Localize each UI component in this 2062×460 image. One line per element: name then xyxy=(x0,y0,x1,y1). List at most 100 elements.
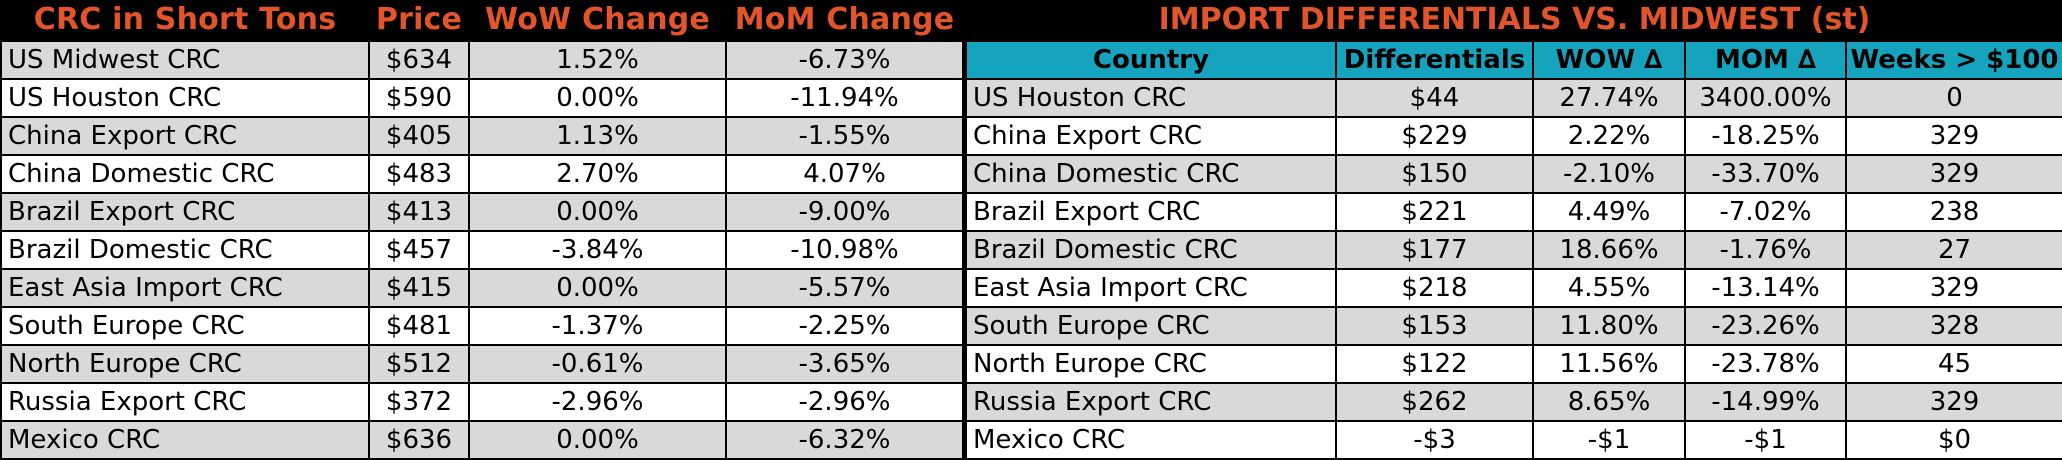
table-row: Brazil Export CRC $221 4.49% -7.02% 238 xyxy=(965,192,2062,232)
wow-delta-cell: 8.65% xyxy=(1532,382,1686,422)
wow-delta-cell: -$1 xyxy=(1532,420,1686,460)
weeks-over-100-cell: 27 xyxy=(1844,230,2062,270)
tables-container: CRC in Short Tons Price WoW Change MoM C… xyxy=(0,4,2062,460)
table-row: Brazil Export CRC $413 0.00% -9.00% xyxy=(0,192,964,232)
country-cell: Mexico CRC xyxy=(965,420,1337,460)
weeks-over-100-cell: 329 xyxy=(1844,382,2062,422)
differential-cell: $218 xyxy=(1335,268,1534,308)
wow-delta-cell: -2.10% xyxy=(1532,154,1686,194)
price-cell: $415 xyxy=(368,268,470,308)
table-row: South Europe CRC $481 -1.37% -2.25% xyxy=(0,306,964,346)
product-cell: US Houston CRC xyxy=(0,78,370,118)
table-row: Mexico CRC $636 0.00% -6.32% xyxy=(0,420,964,460)
differential-cell: $122 xyxy=(1335,344,1534,384)
weeks-over-100-cell: 328 xyxy=(1844,306,2062,346)
wow-delta-cell: 11.56% xyxy=(1532,344,1686,384)
country-cell: China Export CRC xyxy=(965,116,1337,156)
mom-delta-cell: -23.78% xyxy=(1684,344,1847,384)
differential-cell: $221 xyxy=(1335,192,1534,232)
country-cell: South Europe CRC xyxy=(965,306,1337,346)
wow-change-cell: 1.52% xyxy=(468,40,727,80)
country-cell: US Houston CRC xyxy=(965,78,1337,118)
wow-delta-cell: 4.55% xyxy=(1532,268,1686,308)
weeks-over-100-cell: 0 xyxy=(1844,78,2062,118)
price-cell: $590 xyxy=(368,78,470,118)
import-differentials-title: IMPORT DIFFERENTIALS VS. MIDWEST (st) xyxy=(966,0,2062,41)
differential-cell: $262 xyxy=(1335,382,1534,422)
wow-change-cell: 1.13% xyxy=(468,116,727,156)
country-cell: East Asia Import CRC xyxy=(965,268,1337,308)
import-differentials-title-row: IMPORT DIFFERENTIALS VS. MIDWEST (st) xyxy=(966,0,2062,41)
wow-change-cell: -3.84% xyxy=(468,230,727,270)
import-differentials-table: IMPORT DIFFERENTIALS VS. MIDWEST (st) Co… xyxy=(965,0,2062,460)
mom-delta-cell: -1.76% xyxy=(1684,230,1847,270)
weeks-over-100-cell: 238 xyxy=(1844,192,2062,232)
mom-change-cell: -1.55% xyxy=(725,116,964,156)
weeks-over-100-cell: 329 xyxy=(1844,116,2062,156)
mom-delta-cell: -23.26% xyxy=(1684,306,1847,346)
wow-change-cell: -0.61% xyxy=(468,344,727,384)
mom-change-cell: -5.57% xyxy=(725,268,964,308)
crc-price-table: CRC in Short Tons Price WoW Change MoM C… xyxy=(0,0,964,460)
weeks-over-100-cell: 45 xyxy=(1844,344,2062,384)
product-cell: East Asia Import CRC xyxy=(0,268,370,308)
wow-delta-cell: 18.66% xyxy=(1532,230,1686,270)
price-cell: $405 xyxy=(368,116,470,156)
header-differentials: Differentials xyxy=(1335,40,1534,80)
table-row: China Export CRC $229 2.22% -18.25% 329 xyxy=(965,116,2062,156)
product-cell: Brazil Domestic CRC xyxy=(0,230,370,270)
mom-change-cell: -3.65% xyxy=(725,344,964,384)
product-cell: North Europe CRC xyxy=(0,344,370,384)
mom-change-cell: -2.96% xyxy=(725,382,964,422)
table-row: US Houston CRC $590 0.00% -11.94% xyxy=(0,78,964,118)
differential-cell: -$3 xyxy=(1335,420,1534,460)
header-price: Price xyxy=(369,0,469,41)
differential-cell: $150 xyxy=(1335,154,1534,194)
wow-change-cell: 0.00% xyxy=(468,78,727,118)
product-cell: Brazil Export CRC xyxy=(0,192,370,232)
table-row: US Midwest CRC $634 1.52% -6.73% xyxy=(0,40,964,80)
product-cell: US Midwest CRC xyxy=(0,40,370,80)
mom-change-cell: -10.98% xyxy=(725,230,964,270)
table-row: Brazil Domestic CRC $177 18.66% -1.76% 27 xyxy=(965,230,2062,270)
table-row: East Asia Import CRC $218 4.55% -13.14% 329 xyxy=(965,268,2062,308)
differential-cell: $153 xyxy=(1335,306,1534,346)
wow-delta-cell: 2.22% xyxy=(1532,116,1686,156)
import-differentials-header-row: Country Differentials WOW ∆ MOM ∆ Weeks … xyxy=(965,40,2062,80)
mom-delta-cell: -33.70% xyxy=(1684,154,1847,194)
table-row: Russia Export CRC $262 8.65% -14.99% 329 xyxy=(965,382,2062,422)
mom-delta-cell: -13.14% xyxy=(1684,268,1847,308)
mom-delta-cell: -14.99% xyxy=(1684,382,1847,422)
table-row: North Europe CRC $122 11.56% -23.78% 45 xyxy=(965,344,2062,384)
table-row: Russia Export CRC $372 -2.96% -2.96% xyxy=(0,382,964,422)
differential-cell: $177 xyxy=(1335,230,1534,270)
header-mom-change: MoM Change xyxy=(726,0,963,41)
weeks-over-100-cell: 329 xyxy=(1844,154,2062,194)
mom-delta-cell: -7.02% xyxy=(1684,192,1847,232)
price-cell: $481 xyxy=(368,306,470,346)
mom-delta-cell: 3400.00% xyxy=(1684,78,1847,118)
table-row: China Domestic CRC $483 2.70% 4.07% xyxy=(0,154,964,194)
weeks-over-100-cell: $0 xyxy=(1844,420,2062,460)
price-cell: $636 xyxy=(368,420,470,460)
country-cell: Brazil Export CRC xyxy=(965,192,1337,232)
wow-change-cell: -2.96% xyxy=(468,382,727,422)
country-cell: China Domestic CRC xyxy=(965,154,1337,194)
crc-price-header-row: CRC in Short Tons Price WoW Change MoM C… xyxy=(1,0,963,41)
country-cell: North Europe CRC xyxy=(965,344,1337,384)
country-cell: Brazil Domestic CRC xyxy=(965,230,1337,270)
mom-delta-cell: -18.25% xyxy=(1684,116,1847,156)
product-cell: South Europe CRC xyxy=(0,306,370,346)
table-row: China Export CRC $405 1.13% -1.55% xyxy=(0,116,964,156)
differential-cell: $229 xyxy=(1335,116,1534,156)
mom-change-cell: -9.00% xyxy=(725,192,964,232)
wow-delta-cell: 27.74% xyxy=(1532,78,1686,118)
price-cell: $372 xyxy=(368,382,470,422)
mom-change-cell: -11.94% xyxy=(725,78,964,118)
mom-change-cell: -6.32% xyxy=(725,420,964,460)
mom-delta-cell: -$1 xyxy=(1684,420,1847,460)
mom-change-cell: 4.07% xyxy=(725,154,964,194)
table-row: North Europe CRC $512 -0.61% -3.65% xyxy=(0,344,964,384)
product-cell: China Export CRC xyxy=(0,116,370,156)
wow-delta-cell: 11.80% xyxy=(1532,306,1686,346)
